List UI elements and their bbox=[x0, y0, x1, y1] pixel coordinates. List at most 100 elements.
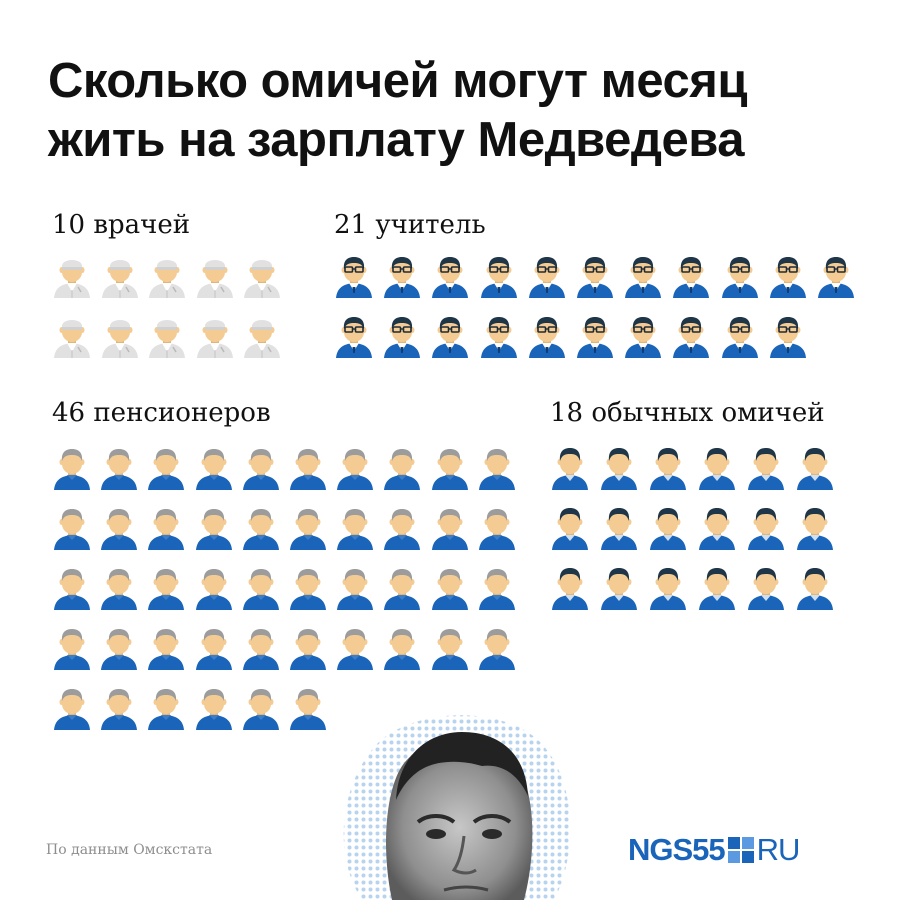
pensioner-icon bbox=[290, 449, 326, 490]
pensioner-icon bbox=[195, 509, 232, 550]
pensioner-icon bbox=[195, 449, 232, 490]
teacher-icon bbox=[384, 317, 421, 358]
pensioner-icon bbox=[290, 629, 326, 670]
citizen-icon bbox=[748, 448, 784, 490]
citizen-icon bbox=[797, 568, 833, 610]
citizens-label: 18 обычных омичей bbox=[550, 398, 825, 428]
doctor-icon bbox=[101, 260, 138, 298]
medvedev-portrait bbox=[343, 715, 571, 900]
pensioner-icon bbox=[54, 629, 90, 670]
pensioner-icon bbox=[384, 629, 421, 670]
pensioner-icon bbox=[101, 569, 138, 610]
citizen-icon bbox=[601, 508, 637, 550]
doctor-icon bbox=[54, 320, 90, 358]
page-title: Сколько омичей могут месяц жить на зарпл… bbox=[48, 54, 747, 167]
doctor-icon bbox=[196, 260, 233, 298]
logo-main: NGS55 bbox=[628, 832, 726, 867]
pensioner-icon bbox=[101, 629, 138, 670]
ngs55-logo: NGS55 RU bbox=[628, 830, 801, 870]
doctor-icon bbox=[149, 320, 185, 358]
pensioner-icon bbox=[195, 629, 232, 670]
teacher-icon bbox=[480, 317, 517, 358]
pensioner-icon bbox=[478, 629, 515, 670]
logo-suffix: RU bbox=[756, 832, 801, 867]
pensioner-icon bbox=[431, 569, 468, 610]
pensioner-icon bbox=[242, 689, 279, 730]
pensioner-icon bbox=[431, 449, 468, 490]
source-note: По данным Омскстата bbox=[46, 842, 213, 858]
teacher-icon bbox=[769, 317, 806, 358]
teacher-icon bbox=[625, 317, 662, 358]
teacher-icon bbox=[577, 317, 613, 358]
pensioner-icon bbox=[384, 449, 421, 490]
pensioner-icon bbox=[290, 689, 326, 730]
pensioner-icon bbox=[337, 629, 374, 670]
citizen-icon bbox=[699, 568, 735, 610]
pensioner-icon bbox=[195, 569, 232, 610]
pensioner-icon bbox=[54, 569, 90, 610]
doctor-icon bbox=[196, 320, 233, 358]
pensioner-icon bbox=[101, 509, 138, 550]
citizen-icon bbox=[797, 448, 833, 490]
pensioner-icon bbox=[242, 449, 279, 490]
teacher-icon bbox=[721, 317, 758, 358]
pensioner-icon bbox=[290, 509, 326, 550]
citizen-icon bbox=[699, 448, 735, 490]
citizen-icon bbox=[650, 568, 686, 610]
pensioner-icon bbox=[478, 449, 515, 490]
citizen-icon bbox=[650, 508, 686, 550]
citizen-icon bbox=[601, 448, 637, 490]
pensioner-icon bbox=[384, 569, 421, 610]
pensioner-icon bbox=[148, 689, 185, 730]
doctor-icon bbox=[244, 260, 280, 298]
pensioner-icon bbox=[54, 509, 90, 550]
doctors-label: 10 врачей bbox=[52, 210, 191, 240]
citizen-icon bbox=[601, 568, 637, 610]
citizen-icon bbox=[748, 508, 784, 550]
teacher-icon bbox=[818, 257, 854, 298]
teacher-icon bbox=[480, 257, 517, 298]
citizen-icon bbox=[699, 508, 735, 550]
citizen-icon bbox=[552, 568, 588, 610]
pensioner-icon bbox=[54, 689, 90, 730]
pensioner-icon bbox=[148, 449, 185, 490]
teacher-icon bbox=[432, 317, 469, 358]
citizen-icon bbox=[552, 448, 588, 490]
teacher-icon bbox=[673, 317, 710, 358]
pensioner-icon bbox=[101, 449, 138, 490]
doctor-icon bbox=[101, 320, 138, 358]
teacher-icon bbox=[528, 257, 565, 298]
pensioner-icon bbox=[148, 629, 185, 670]
pensioner-icon bbox=[431, 509, 468, 550]
doctor-icon bbox=[54, 260, 90, 298]
citizen-icon bbox=[748, 568, 784, 610]
doctor-icon bbox=[149, 260, 185, 298]
teacher-icon bbox=[336, 257, 372, 298]
pensioner-icon bbox=[242, 629, 279, 670]
pensioner-icon bbox=[242, 509, 279, 550]
citizen-icon bbox=[552, 508, 588, 550]
pensioner-icon bbox=[478, 509, 515, 550]
pensioner-icon bbox=[242, 569, 279, 610]
pensioner-icon bbox=[431, 629, 468, 670]
pensioner-icon bbox=[148, 569, 185, 610]
teacher-icon bbox=[769, 257, 806, 298]
teacher-icon bbox=[721, 257, 758, 298]
pensioner-icon bbox=[337, 449, 374, 490]
pensioner-icon bbox=[54, 449, 90, 490]
pensioner-icon bbox=[195, 689, 232, 730]
pensioner-icon bbox=[337, 509, 374, 550]
teacher-icon bbox=[384, 257, 421, 298]
teacher-icon bbox=[577, 257, 613, 298]
pensioner-icon bbox=[478, 569, 515, 610]
citizen-icon bbox=[650, 448, 686, 490]
pensioners-label: 46 пенсионеров bbox=[52, 398, 271, 428]
teacher-icon bbox=[528, 317, 565, 358]
teacher-icon bbox=[673, 257, 710, 298]
citizen-icon bbox=[797, 508, 833, 550]
pensioner-icon bbox=[337, 569, 374, 610]
pensioner-icon bbox=[290, 569, 326, 610]
teacher-icon bbox=[625, 257, 662, 298]
teacher-icon bbox=[336, 317, 372, 358]
pensioner-icon bbox=[101, 689, 138, 730]
